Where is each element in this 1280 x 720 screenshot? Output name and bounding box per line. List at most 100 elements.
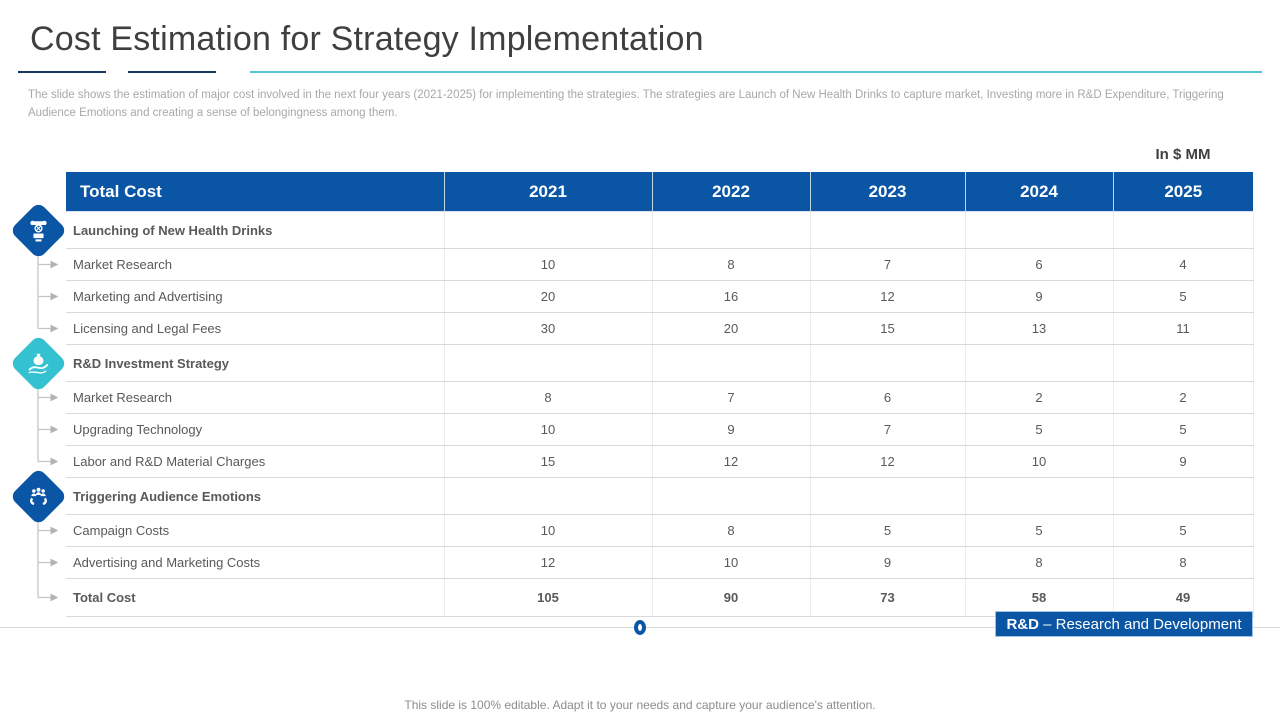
cost-value: 5 <box>1112 413 1254 446</box>
cost-row: Labor and R&D Material Charges 15 12 12 10 9 <box>66 445 1254 478</box>
total-row-label: Total Cost <box>66 578 444 617</box>
cost-value <box>964 477 1113 515</box>
section-row-label: R&D Investment Strategy <box>66 344 444 382</box>
cost-value: 6 <box>964 248 1113 281</box>
cost-value: 58 <box>964 578 1113 617</box>
cost-value: 10 <box>443 413 652 446</box>
cost-value <box>809 344 965 382</box>
cost-value: 5 <box>1112 280 1254 313</box>
cost-value: 5 <box>1112 514 1254 547</box>
cost-row-label: Labor and R&D Material Charges <box>66 445 444 478</box>
cost-value: 10 <box>443 248 652 281</box>
cost-row-label: Market Research <box>66 381 444 414</box>
cost-value: 13 <box>964 312 1113 345</box>
cost-value: 10 <box>651 546 810 579</box>
page-title: Cost Estimation for Strategy Implementat… <box>30 20 704 58</box>
cost-value: 20 <box>443 280 652 313</box>
cost-value: 5 <box>809 514 965 547</box>
ring-marker <box>634 620 646 635</box>
cost-row: Upgrading Technology 10 9 7 5 5 <box>66 413 1254 446</box>
cost-value <box>964 211 1113 249</box>
cost-value: 9 <box>1112 445 1254 478</box>
cost-row: Licensing and Legal Fees 30 20 15 13 11 <box>66 312 1254 345</box>
cost-value: 7 <box>809 248 965 281</box>
year-column-header: 2022 <box>651 172 810 212</box>
cost-value: 8 <box>651 514 810 547</box>
cost-value: 4 <box>1112 248 1254 281</box>
title-underline-navy-2 <box>128 71 216 73</box>
cost-value <box>443 211 652 249</box>
cost-row: Marketing and Advertising 20 16 12 9 5 <box>66 280 1254 313</box>
cost-value <box>651 211 810 249</box>
section-row-label: Launching of New Health Drinks <box>66 211 444 249</box>
row-header-column: Total Cost <box>66 172 444 212</box>
table-header-row: Total Cost 2021 2022 2023 2024 2025 <box>66 172 1253 212</box>
cost-row-label: Market Research <box>66 248 444 281</box>
cost-value: 12 <box>809 280 965 313</box>
cost-value <box>443 344 652 382</box>
cost-value <box>809 477 965 515</box>
year-column-header: 2025 <box>1112 172 1253 212</box>
cost-value: 2 <box>964 381 1113 414</box>
cost-value: 73 <box>809 578 965 617</box>
cost-value: 8 <box>964 546 1113 579</box>
cost-value: 8 <box>1112 546 1254 579</box>
cost-value: 5 <box>964 413 1113 446</box>
cost-row-label: Upgrading Technology <box>66 413 444 446</box>
cost-row: Market Research 10 8 7 6 4 <box>66 248 1254 281</box>
cost-value: 12 <box>651 445 810 478</box>
cost-value: 11 <box>1112 312 1254 345</box>
cost-value: 10 <box>443 514 652 547</box>
cost-value: 16 <box>651 280 810 313</box>
section-row: R&D Investment Strategy <box>66 344 1254 382</box>
cost-value <box>809 211 965 249</box>
cost-row-label: Marketing and Advertising <box>66 280 444 313</box>
cost-row-label: Campaign Costs <box>66 514 444 547</box>
cost-value: 90 <box>651 578 810 617</box>
slide-description: The slide shows the estimation of major … <box>28 89 1224 119</box>
year-column-header: 2021 <box>443 172 652 212</box>
unit-label: In $ MM <box>1155 146 1211 163</box>
cost-value: 30 <box>443 312 652 345</box>
cost-row: Market Research 8 7 6 2 2 <box>66 381 1254 414</box>
legend-definition: – Research and Development <box>1043 615 1242 633</box>
title-underline-cyan <box>250 71 1262 73</box>
cost-row-label: Advertising and Marketing Costs <box>66 546 444 579</box>
cost-value: 2 <box>1112 381 1254 414</box>
year-column-header: 2023 <box>809 172 965 212</box>
cost-value <box>651 344 810 382</box>
cost-value: 6 <box>809 381 965 414</box>
cost-value: 10 <box>964 445 1113 478</box>
cost-value: 9 <box>809 546 965 579</box>
section-row-label: Triggering Audience Emotions <box>66 477 444 515</box>
investment-hand-icon <box>9 334 68 392</box>
cost-value: 20 <box>651 312 810 345</box>
cost-value: 9 <box>964 280 1113 313</box>
cost-value: 15 <box>809 312 965 345</box>
cost-row: Advertising and Marketing Costs 12 10 9 8 8 <box>66 546 1254 579</box>
year-column-header: 2024 <box>964 172 1113 212</box>
cost-row-label: Licensing and Legal Fees <box>66 312 444 345</box>
cost-value: 7 <box>651 381 810 414</box>
cost-value: 12 <box>443 546 652 579</box>
cost-value <box>964 344 1113 382</box>
cost-value <box>1112 344 1254 382</box>
cost-value <box>651 477 810 515</box>
cost-table: Total Cost 2021 2022 2023 2024 2025 Launching… <box>66 172 1254 617</box>
cost-value: 12 <box>809 445 965 478</box>
section-row: Launching of New Health Drinks <box>66 211 1254 249</box>
title-underline-navy-1 <box>18 71 106 73</box>
cost-value: 8 <box>443 381 652 414</box>
cost-row: Campaign Costs 10 8 5 5 5 <box>66 514 1254 547</box>
health-drink-machine-icon <box>9 201 68 259</box>
legend-abbr: R&D <box>1006 615 1039 633</box>
cost-value: 7 <box>809 413 965 446</box>
cost-value: 8 <box>651 248 810 281</box>
cost-value: 105 <box>443 578 652 617</box>
cost-value: 15 <box>443 445 652 478</box>
rd-legend: R&D – Research and Development <box>995 611 1253 637</box>
cost-value <box>1112 211 1254 249</box>
cost-value: 9 <box>651 413 810 446</box>
cost-value <box>443 477 652 515</box>
